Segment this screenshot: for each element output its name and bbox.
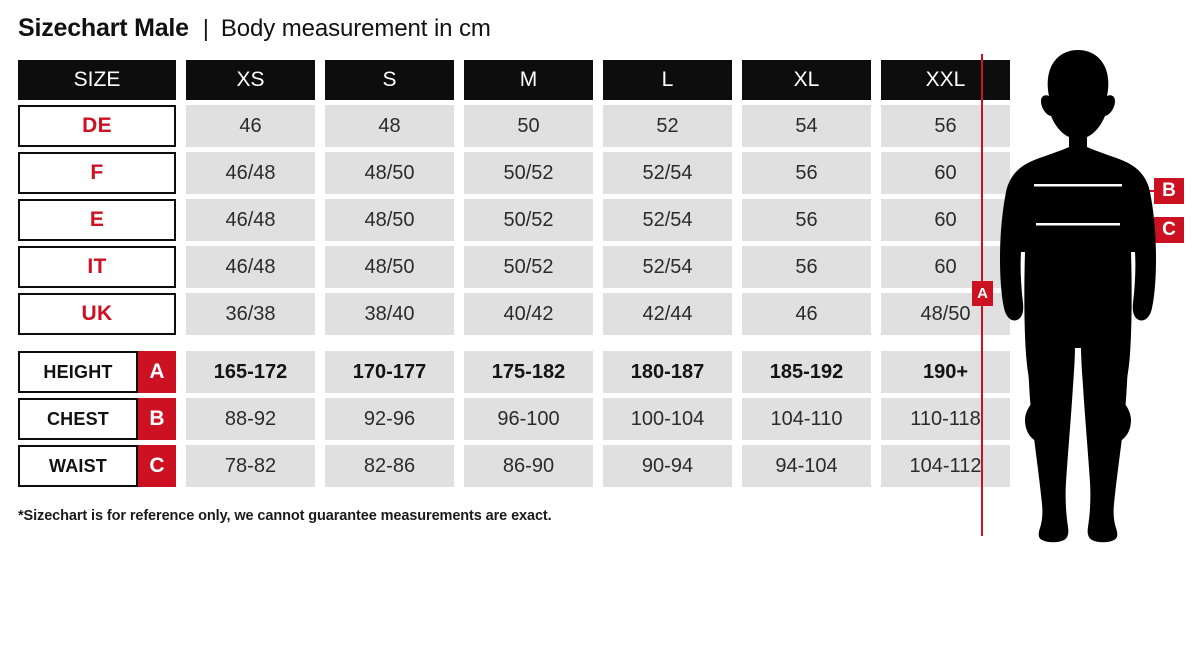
table-corner-header: SIZE	[18, 60, 176, 100]
male-body-silhouette-icon	[1000, 50, 1156, 543]
table-row: CHEST B 88-92 92-96 96-100 100-104 104-1…	[18, 398, 1010, 440]
title-separator: |	[202, 15, 209, 41]
row-label-f: F	[18, 152, 176, 194]
column-header-xl: XL	[742, 60, 871, 100]
cell-height-xs: 165-172	[186, 351, 315, 393]
cell-waist-xl: 94-104	[742, 445, 871, 487]
chest-band	[1034, 184, 1122, 187]
cell-chest-xl: 104-110	[742, 398, 871, 440]
table-row: IT 46/48 48/50 50/52 52/54 56 60	[18, 246, 1010, 288]
cell-waist-xs: 78-82	[186, 445, 315, 487]
body-measurement-figure: A B C	[968, 46, 1200, 566]
cell-f-xs: 46/48	[186, 152, 315, 194]
figure-marker-c: C	[1154, 217, 1184, 243]
cell-uk-s: 38/40	[325, 293, 454, 335]
sizechart-table: SIZE XS S M L XL XXL DE 46 48 50 52 54 5…	[18, 60, 1010, 492]
cell-e-s: 48/50	[325, 199, 454, 241]
cell-it-s: 48/50	[325, 246, 454, 288]
cell-f-l: 52/54	[603, 152, 732, 194]
disclaimer-note: *Sizechart is for reference only, we can…	[18, 508, 552, 524]
page-title: Sizechart Male | Body measurement in cm	[18, 14, 491, 43]
row-label-waist: WAIST C	[18, 445, 176, 487]
cell-e-xl: 56	[742, 199, 871, 241]
table-row: DE 46 48 50 52 54 56	[18, 105, 1010, 147]
cell-waist-xxl: 104-112	[881, 445, 1010, 487]
waist-band	[1036, 223, 1120, 226]
cell-height-xl: 185-192	[742, 351, 871, 393]
row-label-waist-text: WAIST	[18, 445, 138, 487]
cell-it-m: 50/52	[464, 246, 593, 288]
cell-e-xs: 46/48	[186, 199, 315, 241]
marker-badge-a: A	[138, 351, 176, 393]
cell-uk-m: 40/42	[464, 293, 593, 335]
cell-chest-xs: 88-92	[186, 398, 315, 440]
table-row: UK 36/38 38/40 40/42 42/44 46 48/50	[18, 293, 1010, 335]
cell-uk-xl: 46	[742, 293, 871, 335]
title-main: Sizechart Male	[18, 14, 189, 42]
marker-badge-c: C	[138, 445, 176, 487]
cell-height-xxl: 190+	[881, 351, 1010, 393]
cell-chest-m: 96-100	[464, 398, 593, 440]
cell-waist-m: 86-90	[464, 445, 593, 487]
cell-uk-l: 42/44	[603, 293, 732, 335]
cell-waist-s: 82-86	[325, 445, 454, 487]
column-header-m: M	[464, 60, 593, 100]
cell-height-l: 180-187	[603, 351, 732, 393]
marker-badge-b: B	[138, 398, 176, 440]
column-header-xs: XS	[186, 60, 315, 100]
column-header-xxl: XXL	[881, 60, 1010, 100]
cell-it-l: 52/54	[603, 246, 732, 288]
cell-e-l: 52/54	[603, 199, 732, 241]
table-row: HEIGHT A 165-172 170-177 175-182 180-187…	[18, 351, 1010, 393]
column-header-s: S	[325, 60, 454, 100]
row-label-height-text: HEIGHT	[18, 351, 138, 393]
cell-de-l: 52	[603, 105, 732, 147]
cell-it-xl: 56	[742, 246, 871, 288]
cell-it-xs: 46/48	[186, 246, 315, 288]
cell-f-xxl: 60	[881, 152, 1010, 194]
cell-de-s: 48	[325, 105, 454, 147]
row-label-height: HEIGHT A	[18, 351, 176, 393]
cell-f-s: 48/50	[325, 152, 454, 194]
row-label-de: DE	[18, 105, 176, 147]
cell-de-m: 50	[464, 105, 593, 147]
cell-height-m: 175-182	[464, 351, 593, 393]
cell-de-xs: 46	[186, 105, 315, 147]
table-row: F 46/48 48/50 50/52 52/54 56 60	[18, 152, 1010, 194]
cell-e-m: 50/52	[464, 199, 593, 241]
title-subtitle: Body measurement in cm	[220, 15, 491, 42]
row-label-e: E	[18, 199, 176, 241]
table-row: WAIST C 78-82 82-86 86-90 90-94 94-104 1…	[18, 445, 1010, 487]
row-label-chest-text: CHEST	[18, 398, 138, 440]
column-header-l: L	[603, 60, 732, 100]
cell-de-xxl: 56	[881, 105, 1010, 147]
row-label-chest: CHEST B	[18, 398, 176, 440]
cell-f-xl: 56	[742, 152, 871, 194]
table-row: E 46/48 48/50 50/52 52/54 56 60	[18, 199, 1010, 241]
cell-chest-l: 100-104	[603, 398, 732, 440]
figure-marker-a: A	[972, 281, 993, 306]
row-label-uk: UK	[18, 293, 176, 335]
cell-f-m: 50/52	[464, 152, 593, 194]
cell-height-s: 170-177	[325, 351, 454, 393]
cell-e-xxl: 60	[881, 199, 1010, 241]
cell-chest-s: 92-96	[325, 398, 454, 440]
figure-marker-b: B	[1154, 178, 1184, 204]
table-header-row: SIZE XS S M L XL XXL	[18, 60, 1010, 100]
cell-waist-l: 90-94	[603, 445, 732, 487]
cell-uk-xs: 36/38	[186, 293, 315, 335]
row-label-it: IT	[18, 246, 176, 288]
cell-de-xl: 54	[742, 105, 871, 147]
cell-chest-xxl: 110-118	[881, 398, 1010, 440]
